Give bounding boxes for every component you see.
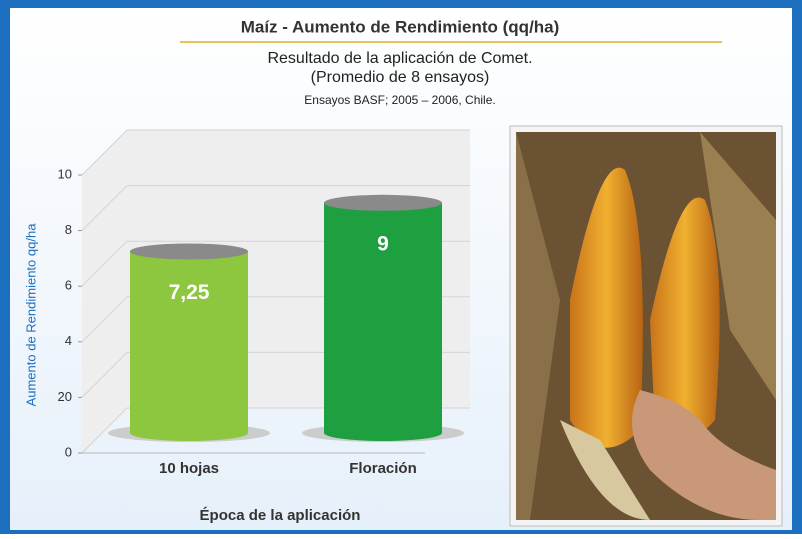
- chart-title: Maíz - Aumento de Rendimiento (qq/ha): [241, 17, 560, 36]
- y-tick-label: 20: [58, 389, 72, 404]
- y-axis-label: Aumento de Rendimiento qq/ha: [23, 223, 38, 407]
- subtitle: Resultado de la aplicación de Comet.: [267, 50, 532, 67]
- bar-top: [130, 243, 248, 260]
- y-tick-label: 8: [65, 222, 72, 237]
- x-tick-label: 10 hojas: [159, 460, 219, 477]
- y-tick-label: 0: [65, 444, 72, 459]
- x-tick-label: Floración: [349, 460, 417, 477]
- bar: [324, 202, 442, 441]
- grid-line: [81, 129, 470, 176]
- bar-top: [324, 194, 442, 211]
- value-label: 7,25: [169, 281, 210, 304]
- grid-line: [81, 185, 470, 231]
- x-axis-label: Época de la aplicación: [200, 507, 361, 524]
- y-tick-label: 4: [65, 333, 72, 348]
- value-label: 9: [377, 232, 389, 255]
- bar: [130, 251, 248, 441]
- subtitle: (Promedio de 8 ensayos): [311, 69, 490, 86]
- y-tick-label: 10: [58, 166, 72, 181]
- corn-photo: [509, 125, 783, 527]
- source: Ensayos BASF; 2005 – 2006, Chile.: [304, 93, 495, 107]
- y-tick-label: 6: [65, 278, 72, 293]
